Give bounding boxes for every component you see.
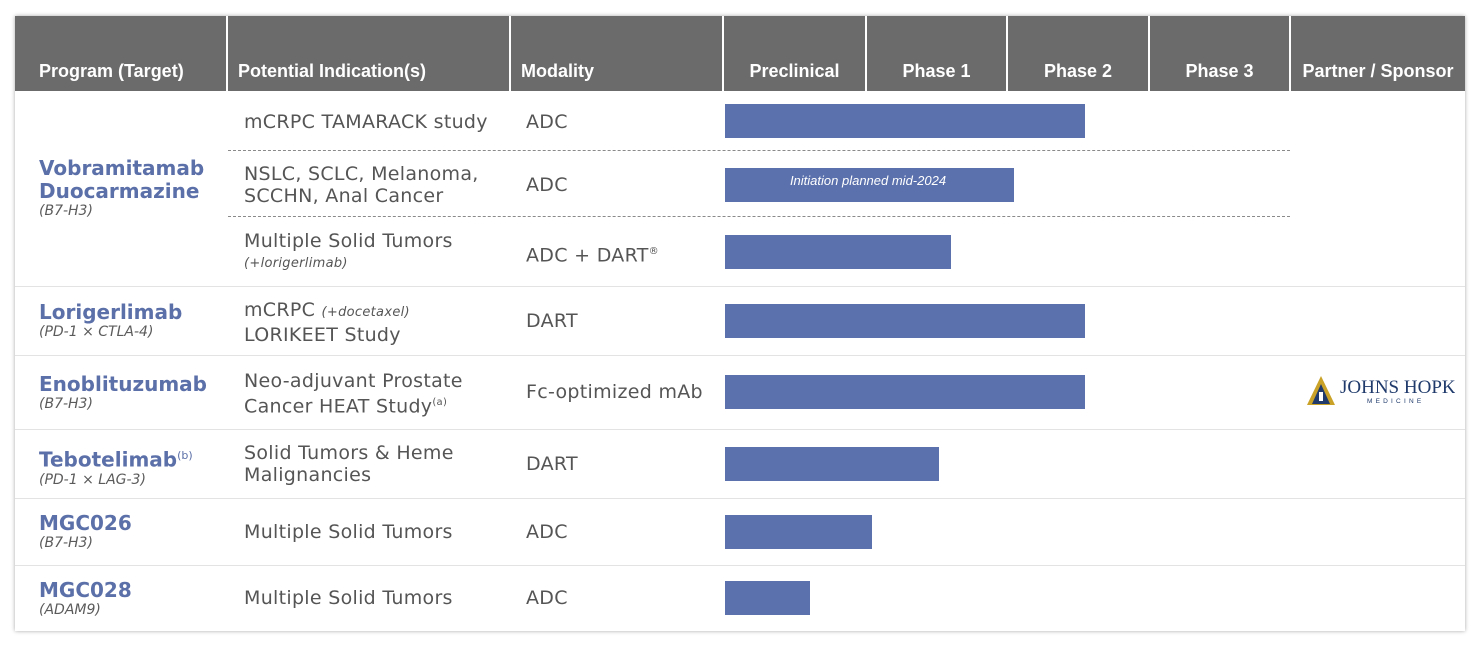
indication-cell: Multiple Solid Tumors (+lorigerlimab) [244, 230, 453, 272]
program-mgc026: MGC026 (B7-H3) [39, 511, 132, 552]
modality-cell: ADC [526, 521, 568, 543]
indication-cell: Solid Tumors & Heme Malignancies [244, 442, 454, 486]
program-tebotelimab: Tebotelimab(b) (PD-1 × LAG-3) [39, 444, 193, 488]
program-vobramitamab: Vobramitamab Duocarmazine (B7-H3) [39, 156, 205, 220]
indication-line: Malignancies [244, 464, 372, 486]
bar-annotation: Initiation planned mid-2024 [789, 173, 947, 188]
indication-cell: mCRPC TAMARACK study [244, 111, 488, 133]
modality-cell: DART [526, 453, 578, 475]
indication-line: LORIKEET Study [244, 324, 401, 346]
indication-line: Cancer HEAT Study [244, 395, 433, 418]
modality-cell: ADC [526, 587, 568, 609]
header-phase2: Phase 2 [1008, 16, 1148, 91]
program-name: Tebotelimab [39, 447, 178, 472]
header-indication: Potential Indication(s) [228, 16, 509, 91]
progress-bar-5 [725, 375, 1085, 409]
dome-icon [1319, 392, 1323, 401]
program-mgc028: MGC028 (ADAM9) [39, 578, 132, 619]
progress-bar-2 [725, 168, 1014, 202]
program-target: (PD-1 × LAG-3) [39, 471, 146, 488]
indication-cell: mCRPC (+docetaxel) LORIKEET Study [244, 299, 410, 346]
indication-line: mCRPC [244, 299, 316, 321]
program-target: (ADAM9) [39, 602, 101, 618]
indication-cell: Multiple Solid Tumors [244, 521, 453, 543]
logo-text: JOHNS HOPKINS [1340, 377, 1455, 398]
indication-note: (+lorigerlimab) [244, 256, 348, 271]
program-name: Duocarmazine [39, 179, 200, 203]
header-program: Program (Target) [15, 16, 226, 91]
indication-line: Neo-adjuvant Prostate [244, 370, 463, 392]
logo-subtext: MEDICINE [1367, 398, 1424, 405]
row-divider-dashed [228, 216, 1290, 217]
modality-cell: ADC + DART® [526, 241, 659, 266]
program-target: (B7-H3) [39, 535, 93, 551]
program-name: MGC028 [39, 578, 132, 602]
program-name: Enoblituzumab [39, 372, 207, 396]
header-phase3: Phase 3 [1150, 16, 1289, 91]
progress-bar-3 [725, 235, 951, 269]
modality-text: ADC + DART [526, 244, 649, 267]
indication-cell: Multiple Solid Tumors [244, 587, 453, 609]
program-target: (B7-H3) [39, 203, 93, 219]
program-footnote: (b) [177, 449, 193, 462]
progress-bar-1 [725, 104, 1085, 138]
program-name: Vobramitamab [39, 156, 205, 180]
program-target: (B7-H3) [39, 396, 93, 412]
indication-line: Multiple Solid Tumors [244, 230, 453, 252]
program-lorigerlimab: Lorigerlimab (PD-1 × CTLA-4) [39, 300, 183, 341]
program-target: (PD-1 × CTLA-4) [39, 324, 154, 340]
registered-mark: ® [648, 246, 659, 257]
indication-line: Solid Tumors & Heme [244, 442, 454, 464]
johns-hopkins-logo-mark: JOHNS HOPKINS MEDICINE [1307, 376, 1480, 405]
header-preclinical: Preclinical [724, 16, 865, 91]
indication-line: SCCHN, Anal Cancer [244, 185, 444, 207]
row-divider [15, 286, 1465, 287]
indication-cell: Neo-adjuvant Prostate Cancer HEAT Study(… [244, 370, 463, 417]
header-partner: Partner / Sponsor [1291, 16, 1465, 91]
indication-line: NSLC, SCLC, Melanoma, [244, 163, 479, 185]
modality-cell: DART [526, 310, 578, 332]
progress-bar-4 [725, 304, 1085, 338]
modality-cell: Fc-optimized mAb [526, 381, 703, 403]
progress-bar-7 [725, 515, 872, 549]
johns-hopkins-logo: JOHNS HOPKINS MEDICINE [1305, 373, 1480, 411]
indication-cell: NSLC, SCLC, Melanoma, SCCHN, Anal Cancer [244, 163, 479, 207]
header-modality: Modality [511, 16, 722, 91]
modality-cell: ADC [526, 174, 568, 196]
row-divider-dashed [228, 150, 1290, 151]
row-divider [15, 355, 1465, 356]
program-name: Lorigerlimab [39, 300, 183, 324]
indication-footnote: (a) [432, 397, 448, 408]
header-phase1: Phase 1 [867, 16, 1006, 91]
indication-note: (+docetaxel) [321, 305, 410, 320]
row-divider [15, 498, 1465, 499]
modality-cell: ADC [526, 111, 568, 133]
row-divider [15, 565, 1465, 566]
progress-bar-6 [725, 447, 939, 481]
program-enoblituzumab: Enoblituzumab (B7-H3) [39, 372, 207, 413]
program-name: MGC026 [39, 511, 132, 535]
row-divider [15, 429, 1465, 430]
progress-bar-8 [725, 581, 810, 615]
